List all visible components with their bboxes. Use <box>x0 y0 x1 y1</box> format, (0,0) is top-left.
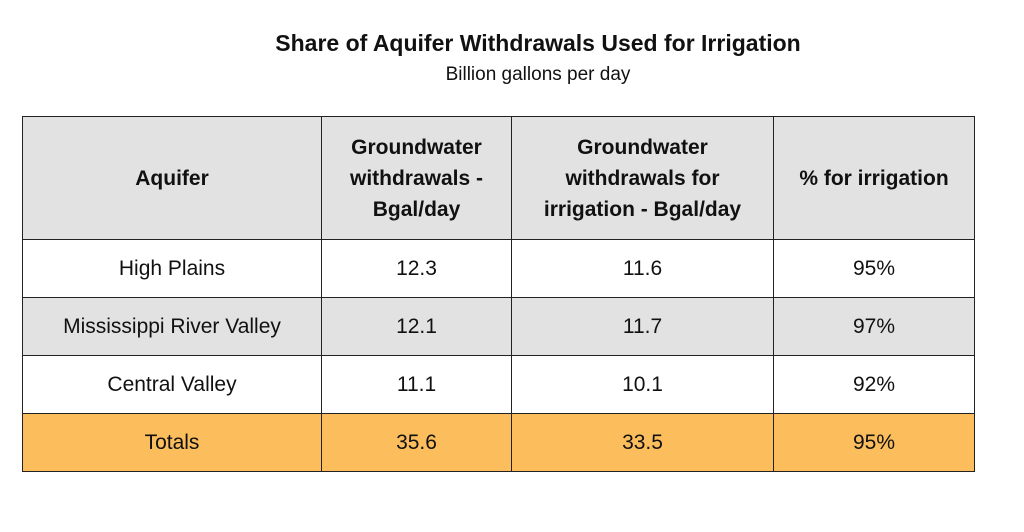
table-cell: 12.3 <box>321 239 512 298</box>
subtitle: Billion gallons per day <box>445 64 631 85</box>
table-cell: 92% <box>773 355 975 414</box>
title: Share of Aquifer Withdrawals Used for Ir… <box>275 30 801 56</box>
table-cell: 11.1 <box>321 355 512 414</box>
column-header: % for irrigation <box>773 116 975 240</box>
totals-cell: 35.6 <box>321 413 512 472</box>
table-row: High Plains 12.3 11.6 95% <box>22 239 975 298</box>
column-header: Groundwater withdrawals - Bgal/day <box>321 116 512 240</box>
table-body: High Plains 12.3 11.6 95% Mississippi River … <box>22 239 975 472</box>
column-header: Aquifer <box>22 116 322 240</box>
table-row: Central Valley 11.1 10.1 92% <box>22 355 975 414</box>
totals-row: Totals 35.6 33.5 95% <box>22 413 975 472</box>
totals-cell: Totals <box>22 413 322 472</box>
table-cell: 97% <box>773 297 975 356</box>
totals-cell: 33.5 <box>511 413 774 472</box>
table-cell: 10.1 <box>511 355 774 414</box>
table-cell: Central Valley <box>22 355 322 414</box>
table-row: Mississippi River Valley 12.1 11.7 97% <box>22 297 975 356</box>
data-table: Aquifer Groundwater withdrawals - Bgal/da… <box>22 116 975 472</box>
table-cell: Mississippi River Valley <box>22 297 322 356</box>
table-cell: 11.6 <box>511 239 774 298</box>
table-cell: 95% <box>773 239 975 298</box>
totals-cell: 95% <box>773 413 975 472</box>
header-row: Aquifer Groundwater withdrawals - Bgal/da… <box>22 116 975 240</box>
table-cell: High Plains <box>22 239 322 298</box>
table-cell: 12.1 <box>321 297 512 356</box>
column-header: Groundwater withdrawals for irrigation -… <box>511 116 774 240</box>
table-cell: 11.7 <box>511 297 774 356</box>
